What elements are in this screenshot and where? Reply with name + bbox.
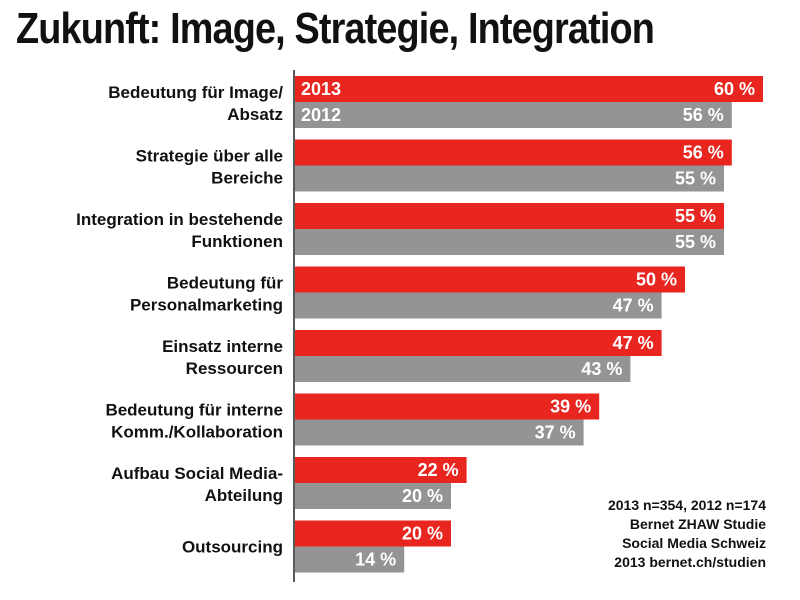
category-label: Outsourcing [182, 538, 283, 557]
bar-value-label: 56 % [683, 143, 724, 163]
bar-2012 [295, 483, 451, 509]
bar-2012 [295, 546, 405, 573]
category-label: Integration in bestehende Funktionen [76, 210, 283, 251]
bar-2013 [295, 203, 724, 229]
bar-2013 [295, 457, 467, 483]
bar-value-label: 55 % [675, 206, 716, 226]
bar-2013 [295, 393, 600, 420]
category-label: Strategie über alle Bereiche [136, 147, 283, 188]
study-subtitle-note: Social Media Schweiz [622, 535, 766, 551]
bar-2013 [295, 139, 732, 166]
legend-2012: 2012 [301, 105, 341, 125]
study-url-note: 2013 bernet.ch/studien [614, 554, 766, 570]
chart-title: Zukunft: Image, Strategie, Integration [16, 4, 655, 53]
bar-2012 [295, 229, 724, 255]
bar-value-label: 47 % [613, 296, 654, 316]
bar-value-label: 55 % [675, 169, 716, 189]
bar-value-label: 14 % [355, 550, 396, 570]
category-label: Aufbau Social Media-Abteilung [111, 464, 283, 505]
bar-value-label: 55 % [675, 232, 716, 252]
bar-2012 [295, 292, 662, 319]
source-note: 2013 n=354, 2012 n=174 Bernet ZHAW Studi… [608, 496, 766, 572]
category-label: Einsatz interne Ressourcen [162, 337, 283, 378]
category-label: Bedeutung für Image/Absatz [108, 83, 283, 124]
bar-value-label: 22 % [418, 460, 459, 480]
bar-value-label: 60 % [714, 79, 755, 99]
study-name-note: Bernet ZHAW Studie [629, 516, 766, 532]
sample-size-note: 2013 n=354, 2012 n=174 [607, 497, 766, 513]
bar-value-label: 20 % [402, 524, 443, 544]
bar-value-label: 37 % [535, 423, 576, 443]
bar-value-label: 50 % [636, 270, 677, 290]
bar-2012 [295, 356, 631, 382]
bar-2013 [295, 330, 662, 356]
bar-value-label: 56 % [683, 105, 724, 125]
bar-2012 [295, 102, 732, 128]
bar-value-label: 20 % [402, 486, 443, 506]
legend-2013: 2013 [301, 79, 341, 99]
category-label: Bedeutung für interne Komm./Kollaboration [105, 401, 283, 442]
bar-2013 [295, 76, 763, 102]
bar-value-label: 43 % [581, 359, 622, 379]
bar-2013 [295, 266, 685, 293]
category-label: Bedeutung für Personalmarketing [130, 274, 283, 315]
bar-2012 [295, 419, 584, 446]
bar-value-label: 39 % [550, 397, 591, 417]
bar-2013 [295, 520, 451, 547]
bar-2012 [295, 165, 724, 192]
bar-value-label: 47 % [613, 333, 654, 353]
